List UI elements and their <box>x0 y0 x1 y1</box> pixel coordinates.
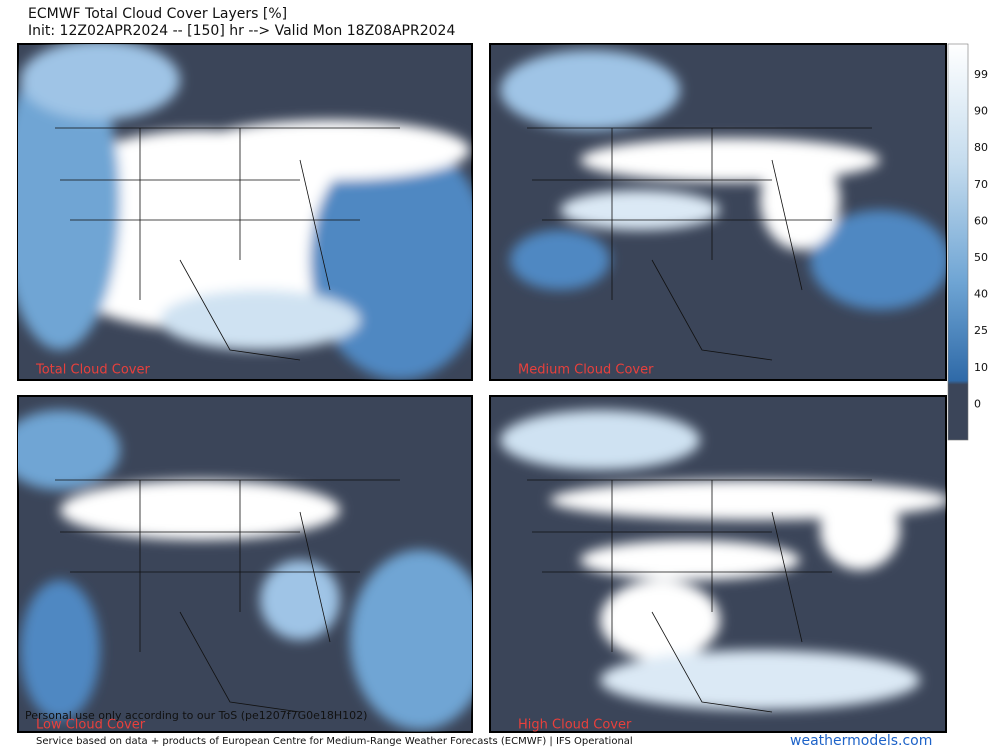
borders <box>527 479 872 713</box>
map-panel: Total Cloud Cover <box>17 43 473 381</box>
cloud-field <box>500 50 946 310</box>
colorbar-label: 70 <box>974 178 988 191</box>
colorbar-label: 60 <box>974 214 988 227</box>
panel-label: High Cloud Cover <box>518 718 632 733</box>
colorbar <box>947 43 969 441</box>
colorbar-label: 99 <box>974 68 988 81</box>
borders <box>527 127 872 361</box>
colorbar-label: 10 <box>974 361 988 374</box>
colorbar-labels: 99 90 80 70 60 50 40 25 10 0 <box>974 68 988 410</box>
map-panel: Low Cloud Cover Personal use only accord… <box>17 395 473 733</box>
panel-label: Low Cloud Cover <box>36 718 146 733</box>
colorbar-label: 0 <box>974 397 981 410</box>
panel-label: Total Cloud Cover <box>35 363 150 378</box>
colorbar-label: 90 <box>974 105 988 118</box>
cloud-field <box>18 410 472 730</box>
colorbar-label: 50 <box>974 251 988 264</box>
panel-label: Medium Cloud Cover <box>518 363 654 378</box>
map-panel: High Cloud Cover <box>489 395 947 733</box>
notice: Personal use only according to our ToS (… <box>25 709 367 722</box>
map-panel: Medium Cloud Cover <box>489 43 947 381</box>
borders <box>55 479 400 713</box>
brand: weathermodels.com <box>790 733 932 749</box>
colorbar-label: 25 <box>974 324 988 337</box>
cloud-field <box>500 410 946 710</box>
title: ECMWF Total Cloud Cover Layers [%] <box>28 6 287 22</box>
credit: Service based on data + products of Euro… <box>36 736 633 747</box>
colorbar-label: 80 <box>974 141 988 154</box>
subtitle: Init: 12Z02APR2024 -- [150] hr --> Valid… <box>28 23 455 39</box>
colorbar-label: 40 <box>974 288 988 301</box>
borders <box>55 127 400 361</box>
